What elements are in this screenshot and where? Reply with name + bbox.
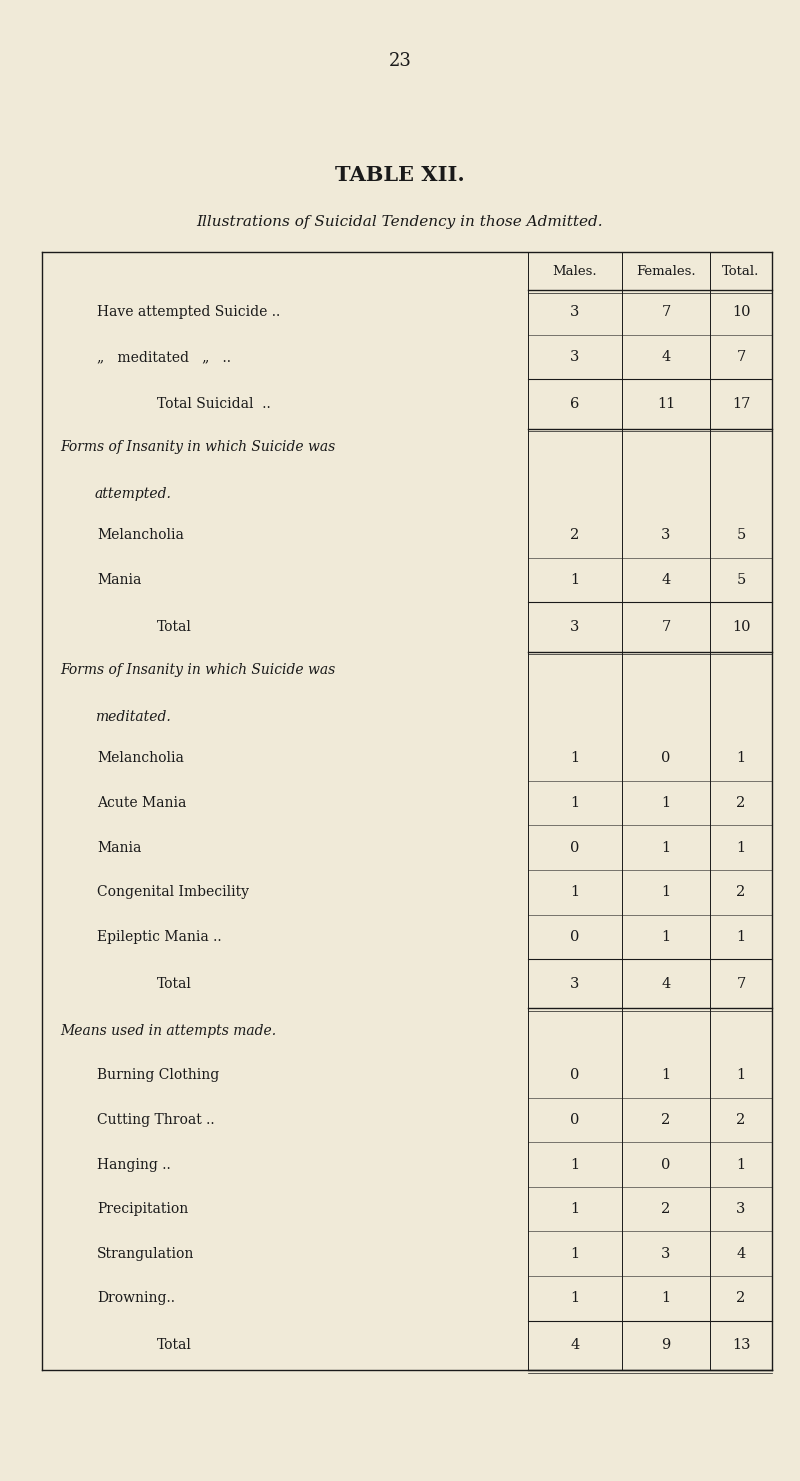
Text: 4: 4: [662, 977, 670, 991]
Text: Melancholia: Melancholia: [97, 751, 184, 766]
Text: 4: 4: [736, 1247, 746, 1260]
Text: 2: 2: [736, 1112, 746, 1127]
Text: 1: 1: [662, 1068, 670, 1083]
Text: Epileptic Mania ..: Epileptic Mania ..: [97, 930, 222, 943]
Text: 1: 1: [662, 841, 670, 855]
Text: 1: 1: [662, 1291, 670, 1305]
Text: 1: 1: [737, 1158, 746, 1171]
Text: 1: 1: [570, 1158, 579, 1171]
Text: Total: Total: [157, 621, 192, 634]
Text: 5: 5: [736, 529, 746, 542]
Text: 7: 7: [662, 621, 670, 634]
Text: 7: 7: [736, 977, 746, 991]
Text: 2: 2: [570, 529, 580, 542]
Text: 1: 1: [662, 795, 670, 810]
Text: 1: 1: [737, 751, 746, 766]
Text: 3: 3: [736, 1203, 746, 1216]
Text: Burning Clothing: Burning Clothing: [97, 1068, 219, 1083]
Text: 3: 3: [570, 621, 580, 634]
Text: 6: 6: [570, 397, 580, 410]
Text: 1: 1: [737, 930, 746, 943]
Text: 0: 0: [570, 1068, 580, 1083]
Text: 2: 2: [736, 795, 746, 810]
Text: Total: Total: [157, 1339, 192, 1352]
Text: Total.: Total.: [722, 265, 760, 277]
Text: 1: 1: [662, 886, 670, 899]
Text: Cutting Throat ..: Cutting Throat ..: [97, 1112, 214, 1127]
Text: 4: 4: [662, 573, 670, 586]
Text: 0: 0: [570, 930, 580, 943]
Text: 4: 4: [570, 1339, 580, 1352]
Text: 10: 10: [732, 305, 750, 320]
Text: 4: 4: [662, 350, 670, 364]
Text: 3: 3: [570, 977, 580, 991]
Text: Forms of Insanity in which Suicide was: Forms of Insanity in which Suicide was: [60, 663, 335, 677]
Text: Precipitation: Precipitation: [97, 1203, 188, 1216]
Text: 1: 1: [570, 886, 579, 899]
Text: Acute Mania: Acute Mania: [97, 795, 186, 810]
Text: 17: 17: [732, 397, 750, 410]
Text: Males.: Males.: [553, 265, 598, 277]
Text: 7: 7: [662, 305, 670, 320]
Text: Mania: Mania: [97, 841, 142, 855]
Text: 1: 1: [662, 930, 670, 943]
Text: attempted.: attempted.: [95, 487, 172, 502]
Text: Strangulation: Strangulation: [97, 1247, 194, 1260]
Text: Females.: Females.: [636, 265, 696, 277]
Text: 3: 3: [570, 305, 580, 320]
Text: Drowning..: Drowning..: [97, 1291, 175, 1305]
Text: Congenital Imbecility: Congenital Imbecility: [97, 886, 249, 899]
Text: Forms of Insanity in which Suicide was: Forms of Insanity in which Suicide was: [60, 440, 335, 455]
Text: Hanging ..: Hanging ..: [97, 1158, 170, 1171]
Text: 1: 1: [737, 841, 746, 855]
Text: 1: 1: [570, 1247, 579, 1260]
Text: Melancholia: Melancholia: [97, 529, 184, 542]
Text: 13: 13: [732, 1339, 750, 1352]
Text: Total: Total: [157, 977, 192, 991]
Text: 11: 11: [657, 397, 675, 410]
Text: 2: 2: [662, 1112, 670, 1127]
Text: 2: 2: [662, 1203, 670, 1216]
Text: 0: 0: [570, 841, 580, 855]
Text: Means used in attempts made.: Means used in attempts made.: [60, 1023, 276, 1038]
Text: meditated.: meditated.: [95, 711, 170, 724]
Text: 3: 3: [662, 529, 670, 542]
Text: 23: 23: [389, 52, 411, 70]
Text: 1: 1: [570, 795, 579, 810]
Text: 1: 1: [570, 751, 579, 766]
Text: 2: 2: [736, 1291, 746, 1305]
Text: 3: 3: [570, 350, 580, 364]
Text: 0: 0: [662, 751, 670, 766]
Text: Illustrations of Suicidal Tendency in those Admitted.: Illustrations of Suicidal Tendency in th…: [197, 215, 603, 230]
Text: Total Suicidal  ..: Total Suicidal ..: [157, 397, 270, 410]
Text: 9: 9: [662, 1339, 670, 1352]
Text: 7: 7: [736, 350, 746, 364]
Text: „   meditated   „   ..: „ meditated „ ..: [97, 350, 231, 364]
Text: 1: 1: [570, 1291, 579, 1305]
Text: Have attempted Suicide ..: Have attempted Suicide ..: [97, 305, 280, 320]
Text: 1: 1: [737, 1068, 746, 1083]
Text: 3: 3: [662, 1247, 670, 1260]
Text: 1: 1: [570, 573, 579, 586]
Text: 0: 0: [570, 1112, 580, 1127]
Text: 1: 1: [570, 1203, 579, 1216]
Text: Mania: Mania: [97, 573, 142, 586]
Text: 10: 10: [732, 621, 750, 634]
Text: 5: 5: [736, 573, 746, 586]
Text: 0: 0: [662, 1158, 670, 1171]
Text: 2: 2: [736, 886, 746, 899]
Text: TABLE XII.: TABLE XII.: [335, 164, 465, 185]
